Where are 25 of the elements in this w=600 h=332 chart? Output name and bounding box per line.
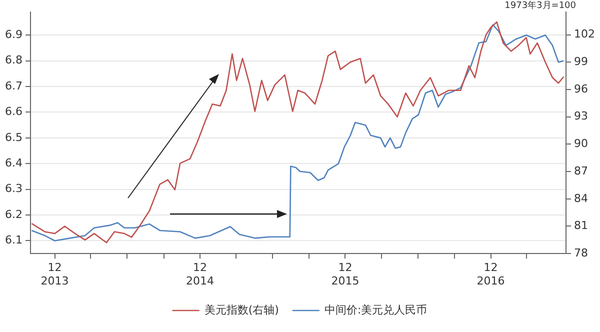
x-tick-label: 12 2015 <box>331 261 360 288</box>
x-tick-label: 12 2016 <box>476 261 505 288</box>
y-tick-label: 6.9 <box>4 28 22 41</box>
y2-axis-title: 1973年3月=100 <box>504 0 576 11</box>
y2-tick-label: 78 <box>574 246 588 260</box>
y-tick-label: 6.3 <box>4 182 22 196</box>
y-tick-label: 6.7 <box>4 79 22 92</box>
y-tick-label: 6.6 <box>4 105 22 118</box>
y-tick-label: 6.8 <box>4 54 22 67</box>
y-tick-label: 6.1 <box>4 234 22 247</box>
x-tick-label: 12 2013 <box>40 261 69 288</box>
y2-tick-label: 102 <box>574 28 596 41</box>
x-tick-label: 12 2014 <box>186 261 214 288</box>
y2-tick-label: 99 <box>574 55 588 68</box>
legend-label: 中间价:美元兑人民币 <box>324 303 428 316</box>
y2-tick-label: 84 <box>574 192 588 205</box>
y2-tick-label: 90 <box>574 137 588 150</box>
legend-label: 美元指数(右轴) <box>204 303 279 316</box>
y-tick-label: 6.5 <box>4 130 22 144</box>
y2-tick-label: 87 <box>574 164 588 178</box>
y2-tick-label: 93 <box>574 110 588 123</box>
y2-tick-label: 96 <box>574 82 588 96</box>
y2-tick-label: 81 <box>574 219 588 232</box>
y-tick-label: 6.4 <box>4 156 22 170</box>
y-tick-label: 6.2 <box>4 208 22 221</box>
